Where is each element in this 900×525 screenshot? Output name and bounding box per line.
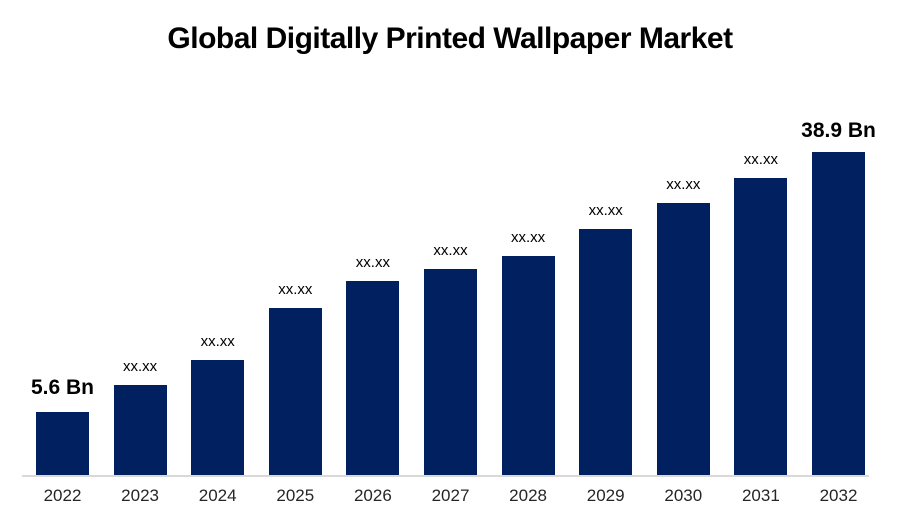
bar	[812, 152, 865, 475]
x-axis-label: 2030	[664, 486, 703, 505]
bar	[36, 412, 89, 475]
x-axis-label: 2026	[353, 486, 392, 505]
bar	[734, 178, 788, 475]
bar	[191, 360, 245, 475]
bar-value-label: xx.xx	[743, 151, 778, 168]
bar	[268, 308, 322, 475]
bar-value-label: xx.xx	[511, 229, 546, 246]
x-axis-label: 2031	[741, 486, 780, 505]
bar-value-label: 38.9 Bn	[801, 119, 876, 142]
bar-value-label: xx.xx	[200, 333, 235, 350]
bar	[424, 269, 477, 475]
bar-value-label: xx.xx	[278, 281, 313, 298]
x-axis-label: 2027	[431, 486, 470, 505]
bar-value-label: xx.xx	[666, 176, 701, 193]
bar-value-label: 5.6 Bn	[30, 376, 95, 399]
bar	[113, 385, 167, 475]
bar-value-label: xx.xx	[433, 242, 468, 259]
chart-title: Global Digitally Printed Wallpaper Marke…	[167, 22, 733, 55]
bar-value-label: xx.xx	[355, 254, 390, 271]
x-axis-label: 2023	[121, 486, 160, 505]
x-axis-line	[22, 475, 869, 477]
bar-value-label: xx.xx	[123, 358, 158, 375]
x-axis-label: 2029	[586, 486, 625, 505]
bar	[501, 256, 555, 475]
x-axis-label: 2032	[819, 486, 858, 505]
bar-value-label: xx.xx	[588, 202, 623, 219]
bar	[346, 281, 400, 475]
bar	[579, 229, 633, 475]
bar	[656, 203, 710, 475]
x-axis-label: 2024	[198, 486, 237, 505]
x-axis-label: 2022	[43, 486, 82, 505]
x-axis-label: 2028	[509, 486, 548, 505]
x-axis-label: 2025	[276, 486, 315, 505]
